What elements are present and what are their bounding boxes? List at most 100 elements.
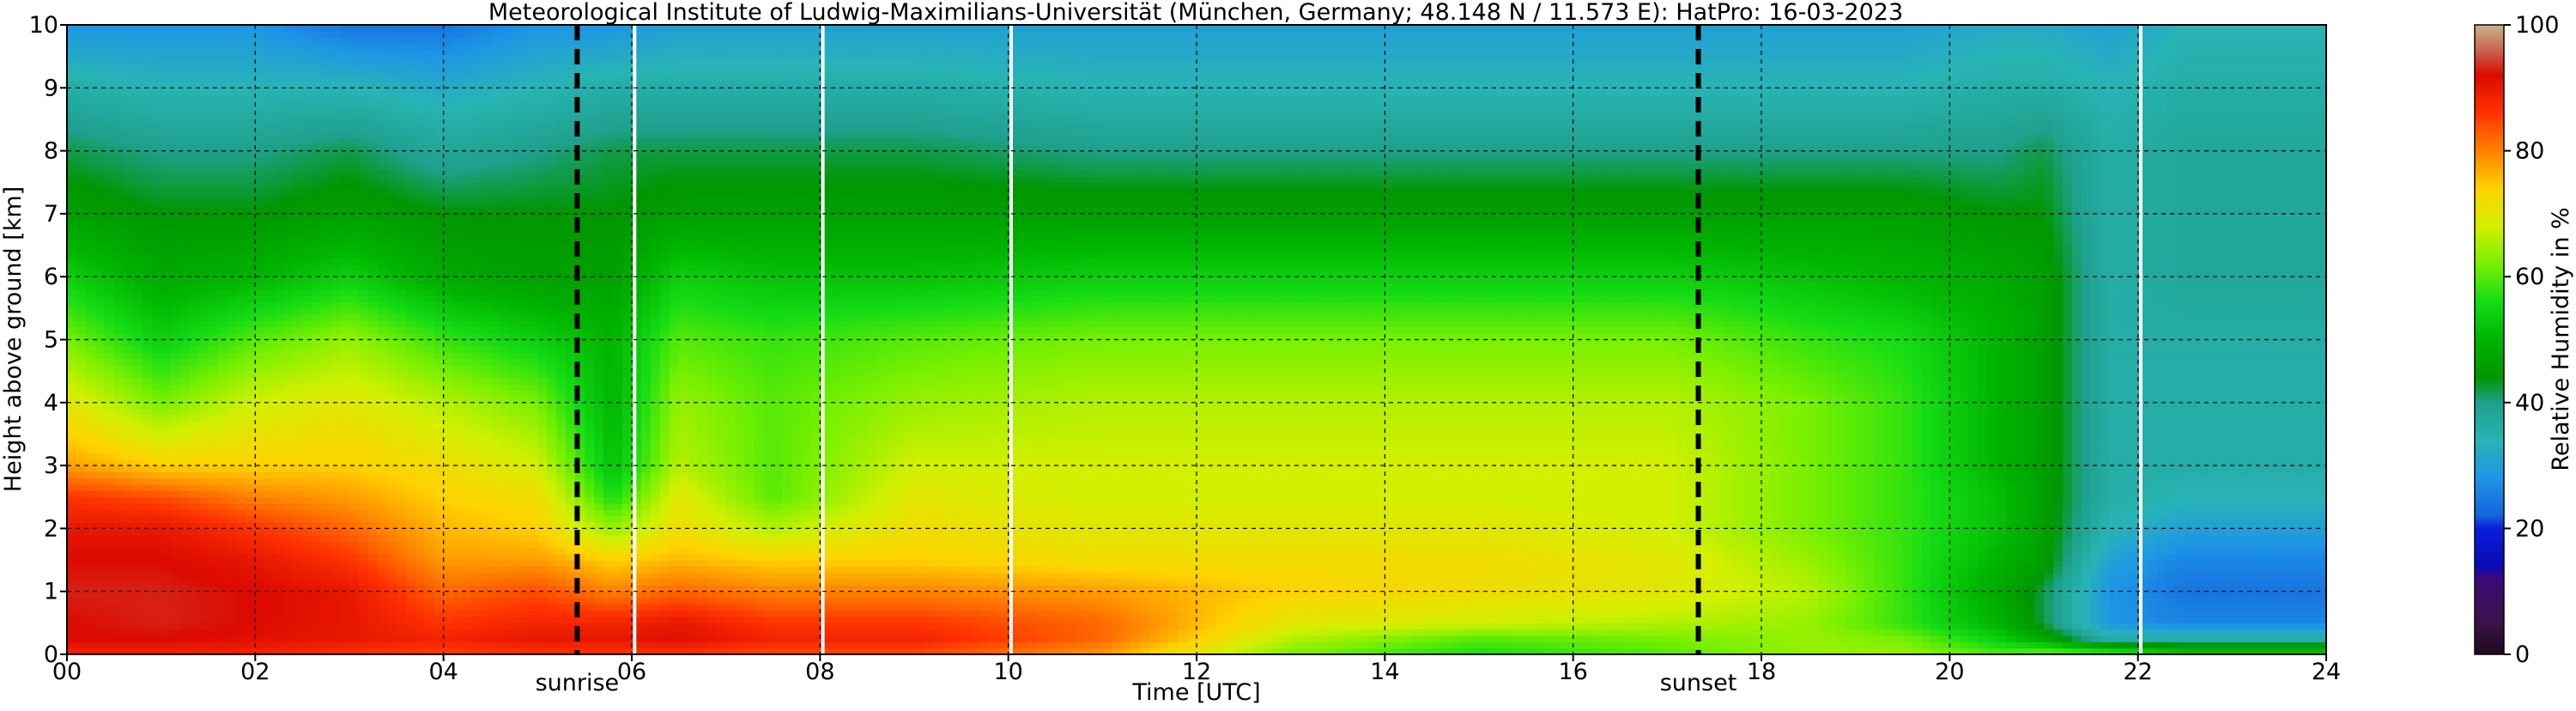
heatmap-cell [86,340,96,347]
heatmap-cell [114,528,124,535]
heatmap-cell [434,38,445,45]
heatmap-cell [359,195,369,202]
heatmap-cell [349,465,360,472]
heatmap-cell [293,554,303,561]
heatmap-cell [245,471,256,478]
heatmap-cell [190,314,200,321]
heatmap-cell [312,623,322,629]
heatmap-cell [152,471,162,478]
heatmap-cell [264,541,275,548]
heatmap-cell [152,617,162,623]
heatmap-cell [161,566,172,573]
heatmap-cell [133,579,143,586]
heatmap-cell [171,157,181,164]
heatmap-cell [67,283,77,290]
heatmap-cell [86,163,96,170]
heatmap-cell [378,547,388,554]
heatmap-cell [312,88,322,94]
heatmap-cell [133,358,143,365]
heatmap-cell [283,119,294,126]
heatmap-cell [67,189,77,196]
heatmap-cell [415,447,426,453]
heatmap-cell [199,25,209,32]
heatmap-cell [312,547,322,554]
heatmap-cell [302,57,312,64]
heatmap-cell [368,289,379,296]
heatmap-cell [236,176,246,183]
heatmap-cell [444,409,454,416]
heatmap-cell [255,276,265,283]
heatmap-cell [359,182,369,189]
heatmap-cell [180,113,191,120]
heatmap-cell [133,63,143,70]
heatmap-cell [245,100,256,107]
heatmap-cell [142,635,153,642]
heatmap-cell [245,138,256,145]
heatmap-cell [406,428,416,434]
heatmap-cell [293,566,303,573]
heatmap-cell [86,302,96,309]
heatmap-cell [245,403,256,410]
heatmap-cell [171,447,181,453]
heatmap-cell [415,503,426,510]
heatmap-cell [397,377,407,384]
heatmap-cell [415,220,426,227]
heatmap-cell [105,465,115,472]
heatmap-cell [321,428,331,434]
heatmap-cell [406,604,416,611]
heatmap-cell [359,302,369,309]
heatmap-cell [209,100,219,107]
heatmap-cell [180,611,191,617]
heatmap-cell [415,314,426,321]
heatmap-cell [264,371,275,378]
heatmap-cell [453,441,464,447]
heatmap-cell [397,497,407,504]
heatmap-cell [349,100,360,107]
heatmap-cell [67,182,77,189]
heatmap-cell [124,106,134,113]
heatmap-cell [453,617,464,623]
heatmap-cell [236,63,246,70]
heatmap-cell [340,44,350,51]
heatmap-cell [406,623,416,629]
heatmap-cell [302,239,312,246]
heatmap-cell [368,554,379,561]
heatmap-cell [397,358,407,365]
heatmap-cell [453,428,464,434]
heatmap-cell [133,547,143,554]
heatmap-cell [444,138,454,145]
heatmap-cell [217,38,227,45]
heatmap-cell [142,314,153,321]
heatmap-cell [453,182,464,189]
heatmap-cell [434,195,445,202]
heatmap-cell [330,214,341,221]
heatmap-cell [312,264,322,271]
heatmap-cell [378,484,388,491]
heatmap-cell [340,170,350,177]
heatmap-cell [415,239,426,246]
heatmap-cell [114,554,124,561]
heatmap-cell [199,358,209,365]
heatmap-cell [161,409,172,416]
heatmap-cell [95,384,106,391]
heatmap-cell [171,258,181,264]
heatmap-cell [171,276,181,283]
heatmap-cell [142,554,153,561]
heatmap-cell [124,541,134,548]
heatmap-cell [340,365,350,372]
heatmap-cell [67,264,77,271]
heatmap-cell [236,629,246,636]
heatmap-cell [378,125,388,132]
heatmap-cell [152,227,162,234]
heatmap-cell [264,57,275,64]
heatmap-cell [236,503,246,510]
heatmap-cell [255,246,265,252]
heatmap-cell [67,227,77,234]
heatmap-cell [124,189,134,196]
heatmap-cell [434,340,445,347]
heatmap-cell [161,478,172,485]
heatmap-cell [245,170,256,177]
heatmap-cell [321,592,331,599]
heatmap-cell [171,535,181,542]
heatmap-cell [340,560,350,567]
